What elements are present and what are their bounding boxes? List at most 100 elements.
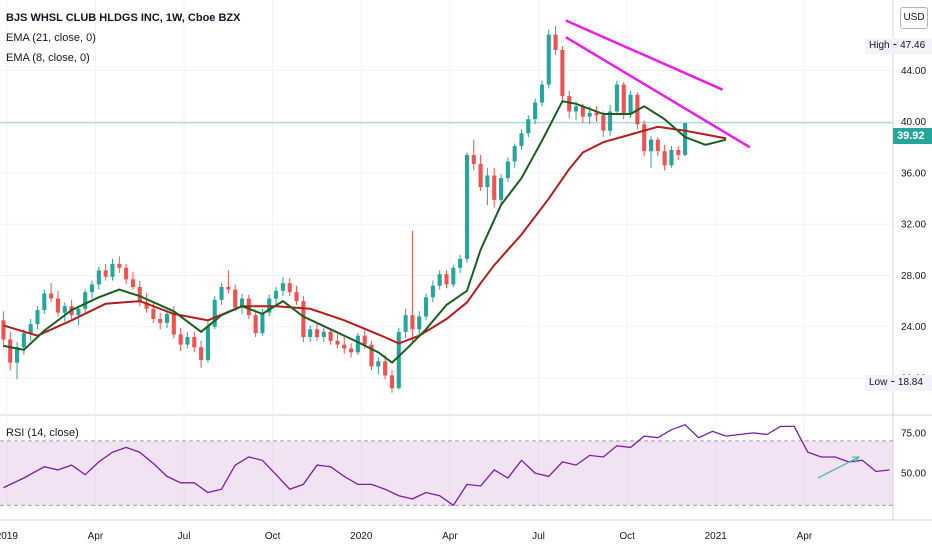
candle: [1, 311, 6, 348]
candle-body: [274, 290, 279, 299]
candle-body: [151, 308, 156, 320]
candle: [89, 280, 95, 299]
candle-body: [608, 111, 613, 131]
candle-body: [573, 106, 579, 112]
candle-body: [389, 375, 395, 389]
candle: [301, 295, 306, 343]
candle-body: [62, 306, 67, 313]
candle: [594, 106, 599, 122]
candle: [192, 331, 197, 353]
candle-body: [424, 297, 429, 317]
candle: [35, 306, 40, 330]
candle: [478, 155, 483, 191]
time-tick-label: Jul: [178, 531, 191, 542]
candle-body: [539, 84, 544, 103]
candle-body: [103, 270, 108, 277]
candle-body: [417, 316, 422, 330]
time-tick-label: 2020: [350, 531, 373, 542]
candle: [505, 157, 510, 182]
candle-body: [662, 151, 667, 166]
candle-body: [587, 112, 592, 117]
candle: [471, 139, 476, 171]
candle-body: [117, 263, 122, 268]
candle-body: [137, 287, 142, 303]
trendline: [565, 19, 724, 91]
candle: [492, 167, 497, 208]
candle-body: [239, 298, 245, 308]
candle: [567, 90, 572, 118]
price-tick-label: 32.00: [901, 220, 926, 231]
candle: [130, 271, 135, 290]
candle-body: [14, 347, 20, 363]
candle-body: [42, 293, 47, 311]
candle-body: [614, 84, 619, 112]
candle-body: [451, 267, 456, 285]
candle-body: [553, 34, 558, 50]
candle-body: [498, 178, 504, 200]
candle-body: [403, 315, 408, 332]
candle: [669, 146, 674, 168]
candle: [294, 285, 299, 305]
candle: [233, 284, 238, 312]
candle: [55, 290, 60, 317]
axes: 20.0024.0028.0032.0036.0040.0044.002019A…: [0, 66, 926, 542]
candle-body: [512, 146, 517, 162]
candle: [185, 331, 190, 349]
candle-body: [492, 175, 497, 200]
candlestick-series: [1, 26, 688, 393]
candle: [430, 280, 435, 303]
candle-body: [205, 326, 210, 361]
candle-body: [314, 329, 320, 337]
candle-body: [362, 335, 367, 345]
candle: [560, 46, 565, 103]
time-tick-label: Apr: [442, 531, 458, 542]
candle: [62, 302, 67, 322]
candle-body: [185, 336, 190, 345]
candle-body: [526, 119, 531, 134]
candle-body: [430, 285, 435, 298]
candle-body: [648, 139, 654, 152]
candle-body: [683, 123, 688, 156]
candle: [8, 331, 13, 371]
candle-body: [628, 94, 633, 115]
time-tick-label: Apr: [88, 531, 104, 542]
candle: [451, 265, 456, 287]
rsi-tick-label: 75.00: [901, 428, 926, 439]
candle: [21, 329, 26, 355]
candle: [485, 167, 490, 205]
candle: [274, 287, 279, 305]
candle-body: [335, 340, 340, 345]
candle: [205, 321, 210, 363]
rsi-band-fill: [0, 440, 893, 506]
time-tick-label: Apr: [797, 531, 813, 542]
candle-body: [349, 348, 354, 353]
candle-body: [164, 313, 170, 323]
candle: [103, 263, 108, 281]
candle: [328, 329, 333, 345]
chart-title: BJS WHSL CLUB HLDGS INC, 1W, Cboe BZX: [6, 12, 241, 24]
trendline: [565, 36, 751, 149]
candle: [83, 289, 88, 313]
candle: [49, 283, 54, 303]
candle-body: [676, 149, 681, 156]
ema21-legend: EMA (21, close, 0): [6, 32, 96, 44]
ema8-legend: EMA (8, close, 0): [6, 52, 90, 64]
candle: [539, 80, 544, 107]
candle-body: [560, 49, 565, 97]
candle: [117, 256, 122, 273]
candle: [410, 230, 415, 343]
candle-body: [110, 263, 115, 277]
candle-body: [655, 139, 660, 152]
candle: [608, 105, 613, 136]
currency-button[interactable]: USD: [900, 7, 928, 29]
candle-body: [308, 329, 313, 337]
candle: [349, 343, 354, 358]
candle-body: [212, 299, 217, 327]
trendlines: [565, 19, 751, 149]
candle: [308, 325, 313, 343]
candle-body: [519, 133, 524, 147]
price-tick-label: 24.00: [901, 322, 926, 333]
candle: [621, 82, 626, 120]
candle-body: [130, 279, 135, 287]
